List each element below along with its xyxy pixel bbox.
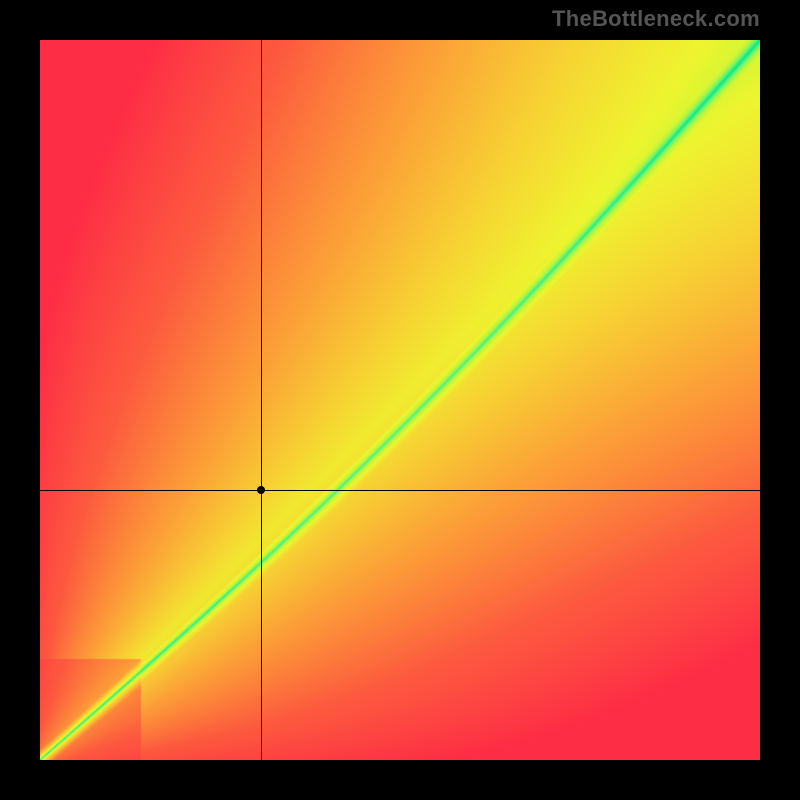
crosshair-vertical [261,40,262,760]
heatmap-canvas [40,40,760,760]
heatmap-plot-area [40,40,760,760]
crosshair-marker-dot [257,486,265,494]
chart-frame: TheBottleneck.com [0,0,800,800]
watermark-text: TheBottleneck.com [552,6,760,32]
crosshair-horizontal [40,490,760,491]
